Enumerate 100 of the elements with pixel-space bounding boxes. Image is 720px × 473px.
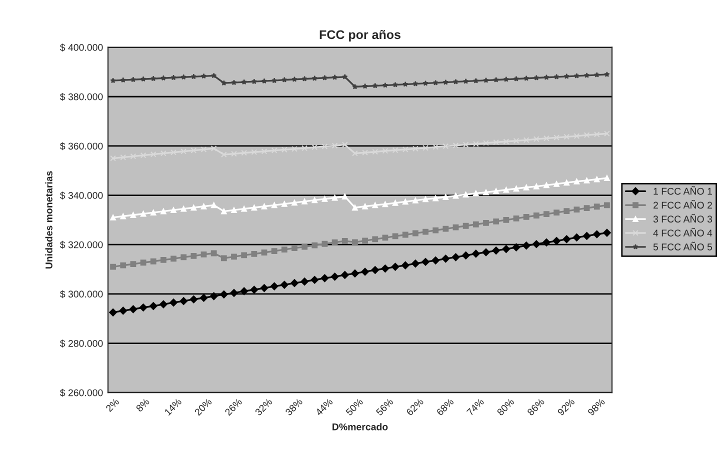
y-tick-label: $ 280.000 — [60, 340, 103, 348]
point — [483, 77, 489, 83]
point — [462, 192, 469, 198]
point — [200, 294, 208, 302]
point — [372, 236, 378, 242]
point — [130, 212, 136, 218]
y-tick-label: $ 260.000 — [60, 388, 103, 397]
point — [332, 74, 338, 80]
y-tick-label: $ 360.000 — [60, 142, 103, 150]
y-tick-label: $ 340.000 — [60, 192, 103, 200]
point — [554, 134, 560, 141]
point — [594, 176, 600, 182]
point — [392, 233, 398, 240]
point — [159, 300, 168, 308]
point — [210, 250, 217, 256]
point — [352, 150, 358, 156]
point — [140, 260, 146, 266]
point — [231, 254, 237, 260]
point — [572, 234, 581, 242]
point — [342, 142, 348, 148]
point — [362, 150, 368, 156]
point — [382, 234, 388, 241]
point — [270, 282, 278, 290]
point — [493, 139, 500, 146]
point — [382, 201, 388, 208]
point — [604, 71, 610, 77]
point — [332, 142, 338, 149]
point — [241, 79, 247, 85]
point — [592, 230, 601, 238]
point — [452, 142, 459, 148]
point — [432, 80, 438, 86]
point — [180, 206, 187, 212]
point — [362, 238, 368, 244]
point — [564, 180, 570, 186]
x-tick-label: 8% — [136, 398, 150, 412]
point — [230, 288, 238, 297]
point — [574, 72, 580, 78]
x-tick-label: 74% — [466, 398, 484, 416]
point — [442, 143, 449, 150]
point — [392, 82, 398, 88]
point — [120, 213, 126, 220]
point — [523, 75, 530, 81]
point — [280, 280, 288, 289]
point — [503, 76, 509, 82]
point — [513, 76, 520, 82]
point — [170, 256, 176, 262]
point — [493, 76, 499, 82]
point — [533, 183, 540, 190]
point — [190, 147, 197, 154]
x-tick-label: 14% — [164, 398, 182, 416]
point — [604, 202, 610, 208]
point — [564, 134, 570, 140]
point — [382, 148, 388, 154]
point — [110, 78, 116, 84]
point — [552, 236, 561, 245]
point — [352, 84, 358, 90]
point — [271, 202, 278, 208]
point — [322, 74, 328, 80]
point — [160, 150, 166, 156]
point — [452, 253, 460, 262]
y-axis-title: Unidades monetarias — [45, 171, 52, 269]
point — [442, 226, 449, 232]
point — [180, 148, 187, 154]
point — [574, 206, 580, 213]
point — [292, 245, 298, 252]
point — [150, 76, 156, 82]
point — [442, 194, 449, 200]
point — [282, 76, 288, 82]
point — [220, 255, 227, 262]
point — [261, 148, 268, 154]
point — [220, 152, 227, 158]
point — [473, 78, 479, 84]
point — [180, 74, 186, 80]
point — [140, 152, 146, 158]
point — [411, 260, 420, 268]
x-tick-label: 38% — [284, 398, 303, 416]
point — [574, 133, 580, 140]
y-tick-label: $ 400.000 — [60, 44, 103, 52]
point — [472, 221, 479, 228]
point — [391, 262, 400, 271]
point — [422, 196, 428, 202]
point — [200, 203, 207, 210]
y-tick-label: $ 320.000 — [60, 240, 103, 249]
point — [362, 83, 368, 89]
point — [522, 242, 530, 250]
point — [240, 287, 248, 296]
point — [292, 200, 298, 206]
point — [200, 252, 207, 258]
point — [562, 235, 571, 244]
point — [312, 242, 318, 248]
point — [483, 220, 489, 226]
point — [392, 147, 398, 154]
point — [281, 246, 288, 252]
point — [260, 284, 268, 292]
point — [241, 252, 248, 258]
point — [120, 154, 126, 160]
point — [251, 149, 258, 156]
x-tick-label: 2% — [105, 398, 120, 412]
point — [532, 240, 540, 248]
point — [432, 195, 439, 202]
